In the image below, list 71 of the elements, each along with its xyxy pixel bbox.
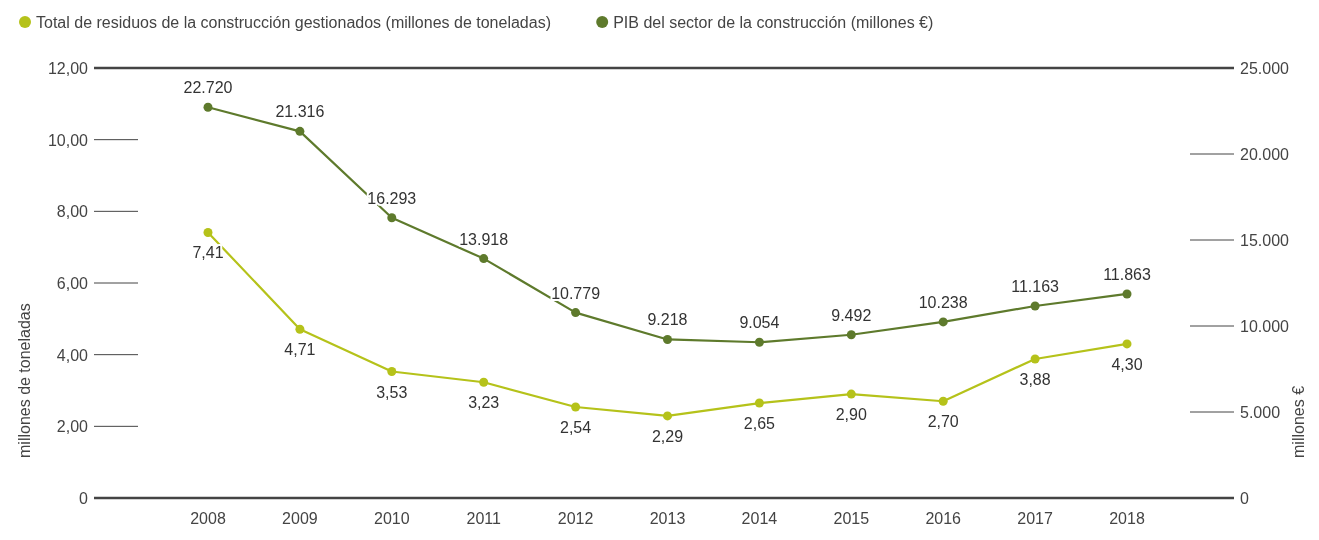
data-label: 3,53 [376,383,408,401]
legend-label: Total de residuos de la construcción gestionados (millones de toneladas) [36,14,551,31]
data-label: 4,30 [1111,355,1143,373]
y2-tick-label: 15.000 [1240,232,1290,249]
x-tick-label: 2013 [649,510,686,527]
y2-tick-label: 0 [1240,490,1249,507]
point [1030,354,1040,364]
y-axis-title: millones de toneladas [16,303,33,458]
data-label: 2,54 [560,418,592,436]
point [479,254,489,264]
point [1122,339,1132,349]
data-label: 11.163 [1011,278,1060,295]
data-label: 2,29 [651,427,684,445]
point [663,411,672,421]
x-tick-label: 2011 [466,510,501,527]
point [846,330,856,340]
y-tick-label: 12,00 [47,60,89,77]
data-label: 13.918 [459,230,509,248]
point [754,398,764,408]
point [1122,289,1132,299]
point [846,389,856,399]
x-tick-label: 2008 [190,510,226,527]
data-label: 4,71 [284,341,316,359]
data-label: 2,90 [835,406,867,424]
data-label: 22.720 [183,79,233,97]
data-label: 2,70 [927,413,959,431]
x-tick-label: 2015 [833,510,870,527]
data-label: 3,23 [468,394,500,412]
point [938,396,948,406]
x-tick-label: 2016 [925,510,962,527]
y-tick-label: 0 [79,490,89,507]
data-label: 9.054 [739,314,780,332]
point [295,126,305,136]
point [754,337,764,347]
data-label: 10.238 [918,293,968,311]
legend-label: PIB del sector de la construcción (millones €) [613,14,934,31]
data-label: 9.218 [647,311,688,329]
point [387,367,397,377]
y2-tick-label: 5.000 [1240,404,1281,421]
point [663,334,672,344]
data-label: 11.863 [1103,265,1151,283]
y2-axis-title: millones € [1290,385,1307,458]
data-label: 7,41 [192,244,224,262]
point [295,324,305,334]
y-tick-label: 4,00 [56,346,89,364]
x-tick-label: 2010 [374,510,410,527]
x-tick-label: 2014 [741,510,778,527]
data-label: 10.779 [551,284,601,302]
x-tick-label: 2009 [282,510,318,527]
y-tick-label: 2,00 [56,418,89,436]
data-label: 2,65 [743,415,776,433]
data-label: 21.316 [275,103,325,121]
y-tick-label: 6,00 [56,275,89,292]
y2-tick-label: 10.000 [1240,318,1290,335]
y-tick-label: 10,00 [47,131,89,149]
x-tick-label: 2018 [1109,510,1145,527]
x-tick-label: 2017 [1017,510,1053,527]
y2-tick-label: 20.000 [1240,146,1290,163]
y-tick-label: 8,00 [56,203,89,221]
data-label: 3,88 [1019,370,1051,388]
point [571,402,581,412]
point [387,213,397,223]
point [203,227,213,237]
point [571,308,581,318]
point [479,377,489,387]
point [203,102,213,112]
data-label: 9.492 [831,306,872,324]
point [938,317,948,327]
x-tick-label: 2012 [557,510,594,527]
point [1030,301,1040,311]
y2-tick-label: 25.000 [1240,60,1290,77]
